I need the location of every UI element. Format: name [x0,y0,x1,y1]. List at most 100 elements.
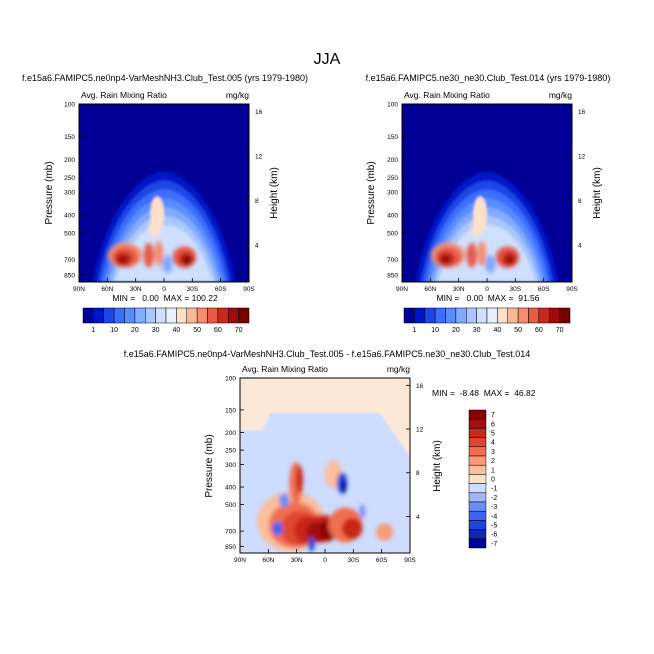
heatmap-field [240,378,410,553]
y-tick-label: 300 [387,189,398,196]
contour-band [114,225,214,282]
colorbar-box [176,307,187,324]
y-tick-label: 100 [64,102,75,109]
colorbar-label: 40 [493,327,501,334]
contour-band [162,255,173,274]
y-tick-label: 300 [225,462,236,469]
y-axis-label: Pressure (mb) [366,161,377,224]
x-tick-label: 30S [510,286,522,293]
y-tick-label: 700 [225,529,236,536]
colorbar-label: -3 [491,504,497,511]
x-tick-label: 60S [538,286,550,293]
heatmap-field [402,104,572,282]
contour-band [308,537,315,552]
colorbar-box [468,520,487,530]
colorbar-box [434,307,446,324]
contour-band [182,255,192,265]
colorbar-label: -4 [491,513,497,520]
colorbar-box [414,307,425,324]
y2-tick-label: 8 [578,198,582,205]
colorbar-label: -6 [491,532,497,539]
colorbar-box [186,307,198,324]
contour-band [272,521,283,536]
colorbar-box [93,307,104,324]
contour-band [466,242,477,268]
y-tick-label: 850 [387,273,398,280]
y-tick-label: 700 [64,257,75,264]
y-tick-label: 400 [387,212,398,219]
x-tick-label: 30N [130,286,142,293]
colorbar-box [124,307,136,324]
colorbar-label: 20 [131,327,139,334]
contour-band [296,465,303,494]
y2-tick-label: 16 [416,383,424,390]
colorbar-box [468,446,487,457]
contour-band [437,225,537,282]
colorbar-label: 7 [491,412,495,419]
colorbar-box [468,510,487,521]
colorbar-label: 30 [473,327,481,334]
y2-axis-label: Height (km) [432,440,443,492]
min-max-stats: MIN = 0.00 MAX = 91.56 [437,293,540,303]
y-tick-label: 400 [225,485,236,492]
contour-band [471,219,482,238]
panel-title: f.e15a6.FAMIPC5.ne30_ne30.Club_Test.014 … [366,73,611,83]
contour-band [505,255,515,265]
y-tick-label: 100 [225,376,236,383]
x-tick-label: 30N [453,286,465,293]
colorbar-label: 2 [491,458,495,465]
panel-top-left: f.e15a6.FAMIPC5.ne0np4-VarMeshNH3.Club_T… [22,73,308,334]
y-tick-label: 150 [64,134,75,141]
contour-band [376,523,393,541]
y-tick-label: 500 [387,230,398,237]
contour-band [342,518,363,539]
colorbar: 7 6 5 4 3 2 1 0 -1 -2 -3 -4 -5 -6 -7 [468,409,497,549]
colorbar-box [424,307,436,324]
colorbar-box [103,307,115,324]
y-tick-label: 300 [64,189,75,196]
x-tick-label: 0 [485,286,489,293]
x-tick-label: 0 [323,557,327,564]
colorbar-label: 10 [431,327,439,334]
colorbar-label: 0 [491,477,495,484]
y2-tick-label: 4 [255,242,259,249]
figure-title: JJA [314,51,341,68]
y2-axis-label: Height (km) [269,167,280,219]
x-tick-label: 30S [187,286,199,293]
y-tick-label: 150 [225,407,236,414]
contour-band [154,241,164,266]
variable-label: Avg. Rain Mixing Ratio [242,364,328,374]
colorbar-box [207,307,219,324]
colorbar-box [507,307,519,324]
x-tick-label: 60N [101,286,113,293]
colorbar-box [468,492,487,503]
colorbar-box [549,307,560,324]
colorbar-label: 20 [452,327,460,334]
units-label: mg/kg [549,90,572,100]
y-tick-label: 250 [387,175,398,182]
colorbar-label: 1 [491,467,495,474]
contour-band [485,255,496,274]
colorbar-box [403,307,415,324]
colorbar-box [134,307,146,324]
colorbar-box [468,464,487,475]
x-tick-label: 90S [404,557,416,564]
contour-band [148,219,159,238]
colorbar-box [165,307,177,324]
units-label: mg/kg [226,90,249,100]
y-axis-label: Pressure (mb) [204,434,215,497]
colorbar-box [113,307,125,324]
variable-label: Avg. Rain Mixing Ratio [81,90,167,100]
y-tick-label: 100 [387,102,398,109]
y-tick-label: 200 [64,157,75,164]
heatmap-field [79,104,249,282]
colorbar-label: 50 [514,327,522,334]
colorbar-box [476,307,488,324]
x-tick-label: 30N [291,557,303,564]
x-tick-label: 90N [234,557,246,564]
colorbar-box [445,307,457,324]
colorbar-box [217,307,229,324]
colorbar-box [455,307,467,324]
contour-band [117,255,128,265]
